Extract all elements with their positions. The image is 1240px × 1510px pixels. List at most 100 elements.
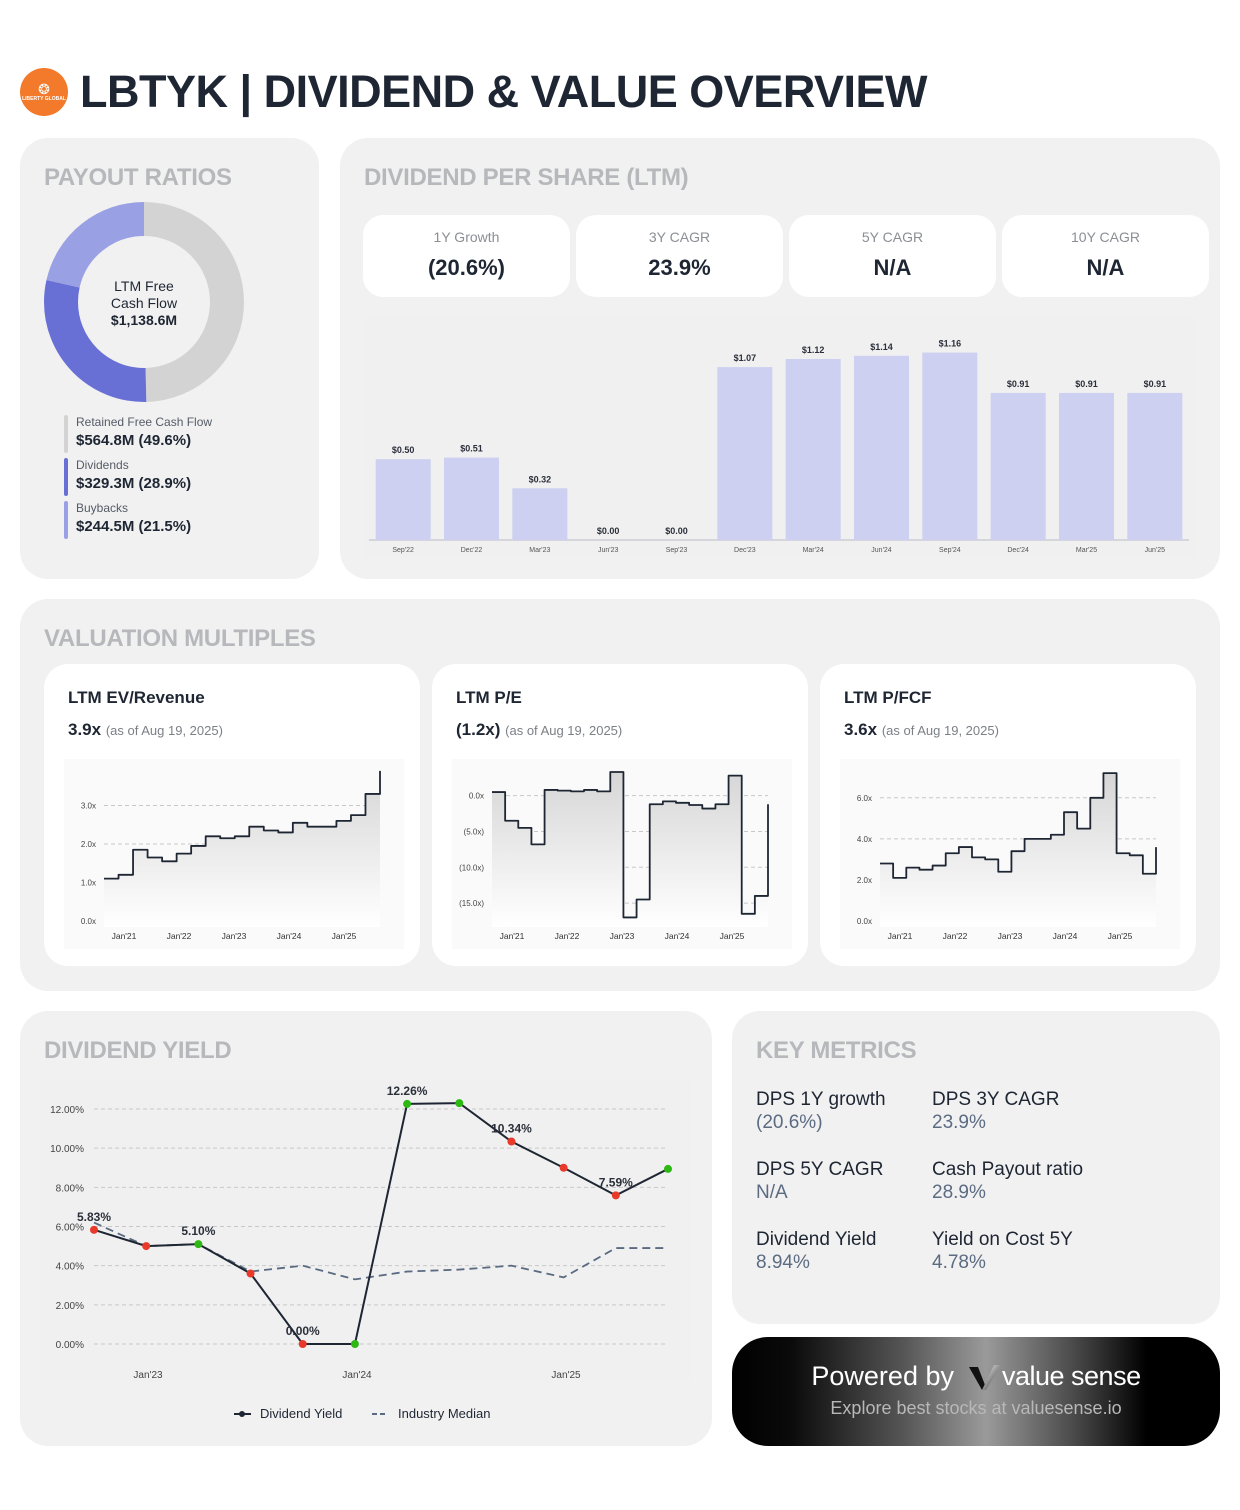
payout-legend: Retained Free Cash Flow $564.8M (49.6%) … <box>64 415 212 544</box>
pfcf-card: LTM P/FCF 3.6x (as of Aug 19, 2025) 0.0x… <box>820 664 1196 966</box>
center-line-2: Cash Flow <box>110 295 178 311</box>
svg-text:$1.07: $1.07 <box>734 353 757 363</box>
yield-data-point[interactable] <box>403 1099 412 1108</box>
svg-text:Jan'21: Jan'21 <box>112 931 137 941</box>
yield-data-point[interactable] <box>664 1164 672 1173</box>
dps-bar[interactable] <box>922 352 978 540</box>
legend-swatch <box>64 415 68 453</box>
yield-data-point[interactable] <box>559 1163 568 1172</box>
yield-data-point[interactable] <box>298 1340 307 1348</box>
key-metrics-panel: KEY METRICS DPS 1Y growth (20.6%) DPS 3Y … <box>732 1011 1220 1324</box>
card-title: LTM EV/Revenue <box>68 688 205 707</box>
panel-title: DIVIDEND YIELD <box>44 1037 232 1064</box>
card-label: 10Y CAGR <box>1071 229 1140 245</box>
panel-title: DIVIDEND PER SHARE (LTM) <box>364 164 689 191</box>
donut-center-label: LTM Free Cash Flow $1,138.6M <box>44 278 244 329</box>
metric-label: DPS 1Y growth <box>756 1089 886 1110</box>
svg-text:0.00%: 0.00% <box>56 1340 84 1351</box>
svg-text:Sep'22: Sep'22 <box>392 547 414 554</box>
card-value: 3.9x <box>68 720 102 739</box>
metrics-grid: DPS 1Y growth (20.6%) DPS 3Y CAGR 23.9% DP… <box>756 1088 1132 1274</box>
brand-name: value sense <box>1001 1361 1141 1391</box>
svg-text:Jan'21: Jan'21 <box>500 931 525 941</box>
dps-bar[interactable] <box>1059 392 1114 540</box>
center-line-1: LTM Free <box>114 278 174 294</box>
dps-metric-cards: 1Y Growth (20.6%) 3Y CAGR 23.9% 5Y CAGR … <box>363 215 1209 297</box>
yield-data-point[interactable] <box>194 1240 203 1249</box>
card-title: LTM P/FCF <box>844 688 932 707</box>
legend-value: $244.5M (21.5%) <box>76 518 192 535</box>
svg-text:10.00%: 10.00% <box>50 1144 84 1155</box>
svg-text:Dec'22: Dec'22 <box>461 547 483 554</box>
card-label: 3Y CAGR <box>648 229 711 245</box>
card-value: 3.6x <box>844 720 878 739</box>
svg-text:Jan'24: Jan'24 <box>665 931 690 941</box>
svg-text:$0.50: $0.50 <box>392 445 415 455</box>
dps-bar[interactable] <box>785 359 841 540</box>
svg-text:Jun'23: Jun'23 <box>598 547 619 554</box>
center-value: $1,138.6M <box>110 312 178 328</box>
svg-text:6.0x: 6.0x <box>857 794 872 803</box>
valuation-multiples-panel: VALUATION MULTIPLES LTM EV/Revenue 3.9x … <box>20 599 1220 991</box>
yield-data-point[interactable] <box>350 1340 359 1348</box>
logo-flame-icon: ❂ <box>38 81 50 97</box>
legend-label: Dividends <box>76 458 129 472</box>
svg-text:Jan'24: Jan'24 <box>342 1370 372 1381</box>
payout-ratios-panel: PAYOUT RATIOS LTM Free Cash Flow $1,138.… <box>20 138 319 579</box>
svg-text:Jan'22: Jan'22 <box>555 931 580 941</box>
card-value: N/A <box>1086 255 1125 280</box>
svg-text:$1.12: $1.12 <box>802 345 825 355</box>
dps-bar[interactable] <box>990 392 1046 540</box>
pe-card: LTM P/E (1.2x) (as of Aug 19, 2025) 0.0x… <box>432 664 808 966</box>
dividend-per-share-panel: DIVIDEND PER SHARE (LTM) 1Y Growth (20.6… <box>340 138 1220 579</box>
metric-label: Cash Payout ratio <box>932 1159 1084 1180</box>
metric-label: Dividend Yield <box>756 1229 877 1250</box>
donut-segment-dividends[interactable] <box>44 202 244 402</box>
yield-data-point[interactable] <box>246 1269 255 1278</box>
metric-dividend-yield: Dividend Yield 8.94% <box>756 1228 932 1274</box>
card-label: 5Y CAGR <box>861 229 924 245</box>
powered-by-banner[interactable]: Powered by value sense Explore best stoc… <box>732 1337 1220 1446</box>
metric-cash-payout-ratio: Cash Payout ratio 28.9% <box>932 1158 1132 1204</box>
dps-bar[interactable] <box>444 457 499 540</box>
yield-data-point[interactable] <box>507 1137 516 1146</box>
dividend-yield-panel: DIVIDEND YIELD 0.00% 2.00% 4.00% 6.00% 8.00%… <box>20 1011 712 1446</box>
value-sense-v-icon <box>968 1364 1001 1390</box>
dps-bar[interactable] <box>1127 392 1183 540</box>
card-3y-cagr: 3Y CAGR 23.9% <box>576 215 783 297</box>
svg-text:Jan'23: Jan'23 <box>610 931 635 941</box>
value-sense-brand: value sense <box>968 1361 1141 1392</box>
svg-text:$0.51: $0.51 <box>460 444 483 454</box>
card-label: 1Y Growth <box>433 229 500 245</box>
yield-data-point[interactable] <box>455 1099 464 1108</box>
yield-data-point[interactable] <box>611 1191 620 1200</box>
svg-text:$1.14: $1.14 <box>870 342 893 352</box>
svg-text:0.00%: 0.00% <box>286 1324 320 1338</box>
card-10y-cagr: 10Y CAGR N/A <box>1002 215 1209 297</box>
dps-bar[interactable] <box>717 367 773 540</box>
dps-bar[interactable] <box>512 488 568 540</box>
dps-bar[interactable] <box>375 459 431 540</box>
svg-text:$0.32: $0.32 <box>529 474 552 484</box>
metric-value: (20.6%) <box>756 1112 823 1133</box>
card-5y-cagr: 5Y CAGR N/A <box>789 215 996 297</box>
svg-text:Jan'25: Jan'25 <box>332 931 357 941</box>
svg-text:Jan'25: Jan'25 <box>551 1370 581 1381</box>
ev-revenue-chart: 0.0x 1.0x 2.0x 3.0x Jan'21 Jan'22 Jan'23 Jan'24… <box>64 759 404 949</box>
as-of-date: (as of Aug 19, 2025) <box>505 723 623 738</box>
svg-text:1.0x: 1.0x <box>81 879 96 888</box>
donut-segment-buybacks[interactable] <box>44 202 244 402</box>
yield-data-point[interactable] <box>90 1225 98 1234</box>
card-value-row: 3.9x (as of Aug 19, 2025) <box>68 720 223 740</box>
yield-data-point[interactable] <box>142 1242 151 1251</box>
svg-text:0.0x: 0.0x <box>81 917 96 926</box>
panel-title: KEY METRICS <box>756 1037 917 1064</box>
dps-bar[interactable] <box>854 355 909 540</box>
svg-text:4.00%: 4.00% <box>56 1262 84 1273</box>
svg-text:(5.0x): (5.0x) <box>464 827 485 836</box>
svg-text:Jan'23: Jan'23 <box>998 931 1023 941</box>
svg-text:Jan'24: Jan'24 <box>1053 931 1078 941</box>
svg-text:Jan'23: Jan'23 <box>222 931 247 941</box>
card-1y-growth: 1Y Growth (20.6%) <box>363 215 570 297</box>
powered-by-text: Powered by <box>811 1361 954 1391</box>
